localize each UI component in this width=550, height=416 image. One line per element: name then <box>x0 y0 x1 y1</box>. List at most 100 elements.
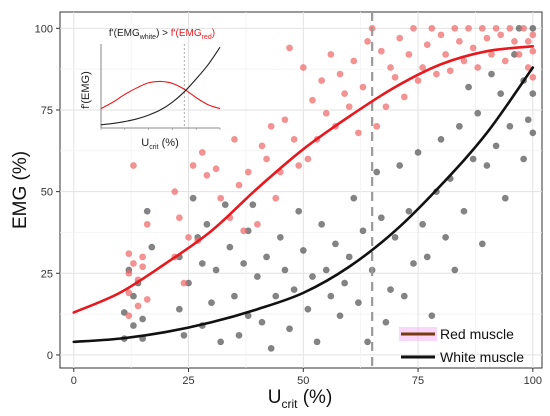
red-data-point <box>130 162 137 169</box>
black-data-point <box>529 129 537 137</box>
red-data-point <box>387 64 394 71</box>
legend: Red muscle White muscle <box>399 326 524 365</box>
red-data-point <box>295 162 303 169</box>
black-data-point <box>276 233 284 241</box>
black-data-point <box>226 243 234 251</box>
red-data-point <box>455 37 463 45</box>
black-data-point <box>263 253 270 261</box>
black-data-point <box>359 227 367 235</box>
inset-title-red-sub: red <box>202 34 212 41</box>
black-data-point <box>501 194 509 202</box>
inset-y-label: f'(EMG) <box>80 71 92 109</box>
black-data-point <box>148 243 156 251</box>
black-data-point <box>354 299 362 307</box>
red-data-point <box>359 83 367 91</box>
black-data-point <box>322 266 330 274</box>
black-data-point <box>130 292 137 300</box>
black-data-point <box>506 122 514 130</box>
red-data-point <box>497 31 505 39</box>
red-data-point <box>203 171 211 179</box>
black-data-point <box>373 168 381 176</box>
red-data-point <box>125 250 133 258</box>
red-data-point <box>437 31 445 39</box>
black-data-point <box>304 305 312 313</box>
red-data-point <box>244 168 252 176</box>
inset-title-end: ) <box>212 28 215 39</box>
black-data-point <box>130 322 137 329</box>
black-data-point <box>391 233 399 241</box>
inset-white-curve <box>100 46 221 126</box>
inset-curves <box>100 46 221 126</box>
x-axis-title-main: U <box>268 387 282 408</box>
red-data-point <box>529 31 537 39</box>
black-data-point <box>189 194 197 202</box>
y-tick-label: 75 <box>41 105 53 117</box>
red-data-point <box>180 279 188 287</box>
red-data-point <box>350 57 358 65</box>
red-data-point <box>240 227 248 235</box>
red-data-point <box>336 70 344 78</box>
black-data-point <box>299 247 307 254</box>
red-data-point <box>377 47 385 55</box>
red-data-point <box>341 90 349 98</box>
red-data-point <box>400 93 408 101</box>
red-data-point <box>474 64 482 71</box>
red-data-point <box>405 51 413 58</box>
red-data-point <box>281 116 289 124</box>
red-data-point <box>483 34 491 42</box>
red-data-point <box>272 194 280 202</box>
red-data-point <box>364 37 371 45</box>
black-data-point <box>497 90 505 98</box>
red-data-point <box>423 41 431 49</box>
inset-x-label-unit: (%) <box>159 137 179 149</box>
inset-x-label: Ucrit (%) <box>141 137 178 151</box>
black-data-point <box>295 207 303 215</box>
black-data-point <box>143 207 151 215</box>
x-axis-title-unit: (%) <box>297 387 332 408</box>
black-data-point <box>474 109 482 117</box>
red-data-point <box>529 47 537 55</box>
red-data-point <box>125 269 133 277</box>
red-data-point <box>465 24 472 32</box>
red-data-point <box>253 220 261 228</box>
red-data-point <box>501 57 509 65</box>
black-data-point <box>235 331 243 339</box>
red-data-point <box>139 263 147 271</box>
red-data-point <box>212 165 220 173</box>
black-data-point <box>460 207 468 215</box>
red-data-point <box>515 51 523 58</box>
red-data-point <box>175 214 183 222</box>
black-data-point <box>253 273 261 280</box>
black-data-point <box>483 162 491 169</box>
black-data-point <box>437 135 445 143</box>
red-data-point <box>258 142 266 150</box>
red-data-point <box>171 188 179 196</box>
black-data-point <box>520 155 528 163</box>
black-data-point <box>313 338 321 346</box>
black-data-point <box>465 83 472 91</box>
black-data-point <box>529 90 537 98</box>
legend-red-label: Red muscle <box>440 326 514 342</box>
black-data-point <box>120 309 128 316</box>
red-data-point <box>290 135 298 143</box>
plot-panel <box>59 11 543 369</box>
red-data-point <box>318 77 326 84</box>
red-data-point <box>433 70 440 78</box>
red-data-point <box>391 73 399 81</box>
red-data-point <box>286 44 293 52</box>
black-data-point <box>332 240 339 248</box>
black-data-point <box>492 142 500 150</box>
red-data-point <box>460 57 468 65</box>
black-data-point <box>478 240 486 248</box>
black-data-point <box>267 345 275 352</box>
black-data-point <box>309 273 316 280</box>
y-tick-label: 100 <box>35 23 53 35</box>
black-data-point <box>400 292 408 300</box>
black-data-point <box>240 260 248 267</box>
black-data-point <box>286 325 293 333</box>
x-tick-label: 25 <box>182 375 194 387</box>
red-data-point <box>478 24 486 32</box>
red-data-point <box>235 181 243 189</box>
white-muscle-curve <box>72 66 535 344</box>
black-data-point <box>410 260 417 267</box>
